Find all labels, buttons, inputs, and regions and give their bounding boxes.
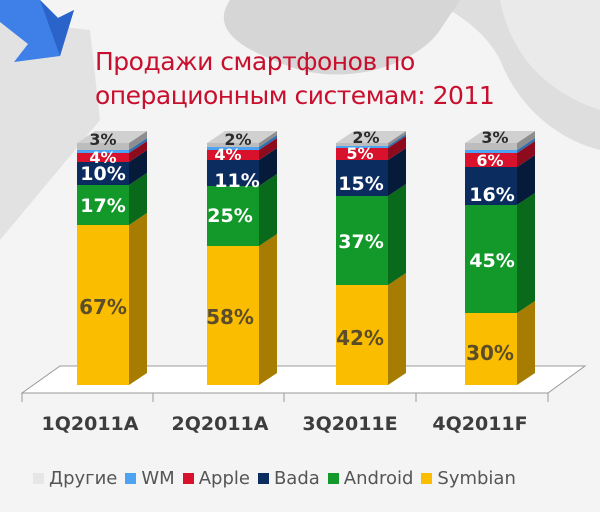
- label-q1-bada: 10%: [80, 163, 126, 185]
- label-q1-symbian: 67%: [79, 295, 127, 319]
- label-q4-android: 45%: [469, 250, 515, 272]
- label-q1-apple: 4%: [89, 148, 117, 167]
- legend-item-bada: Bada: [257, 468, 320, 489]
- chart-title-line1: Продажи смартфонов по: [95, 47, 415, 76]
- label-q1-other: 3%: [89, 130, 117, 149]
- bar-2Q2011A: [207, 131, 277, 385]
- x-tick-3Q2011E: 3Q2011E: [302, 413, 398, 435]
- label-q1-android: 17%: [80, 195, 126, 217]
- legend-label-other: Другие: [49, 468, 118, 489]
- label-q3-bada: 15%: [338, 173, 384, 195]
- label-q2-other: 2%: [224, 130, 252, 149]
- bar-1Q2011A: [77, 131, 147, 385]
- label-q3-apple: 5%: [346, 144, 374, 163]
- legend-swatch-other: [33, 473, 44, 484]
- legend-swatch-bada: [257, 473, 269, 484]
- label-q2-apple: 4%: [214, 145, 242, 164]
- legend-item-other: Другие: [33, 468, 117, 489]
- legend: Другие WM Apple Bada Android Symbian: [33, 468, 524, 489]
- bar-4Q2011F: [465, 131, 535, 385]
- label-q4-symbian: 30%: [466, 341, 514, 365]
- label-q2-symbian: 58%: [206, 305, 254, 329]
- x-tick-1Q2011A: 1Q2011A: [41, 413, 139, 435]
- legend-item-wm: WM: [125, 468, 175, 489]
- label-q3-android: 37%: [338, 231, 384, 253]
- chart-title: Продажи смартфонов по операционным систе…: [95, 45, 495, 113]
- legend-item-apple: Apple: [182, 468, 250, 489]
- legend-swatch-wm: [125, 473, 137, 484]
- label-q2-bada: 11%: [214, 170, 260, 192]
- label-q4-bada: 16%: [469, 184, 515, 206]
- label-q4-apple: 6%: [476, 151, 504, 170]
- legend-label-symbian: Symbian: [437, 468, 516, 489]
- legend-label-android: Android: [343, 468, 414, 489]
- chart-title-line2: операционным системам: 2011: [95, 81, 495, 110]
- legend-swatch-android: [327, 473, 339, 484]
- label-q4-other: 3%: [481, 128, 509, 147]
- x-tick-2Q2011A: 2Q2011A: [171, 413, 269, 435]
- x-tick-4Q2011F: 4Q2011F: [432, 413, 528, 435]
- legend-item-android: Android: [327, 468, 414, 489]
- legend-item-symbian: Symbian: [421, 468, 516, 489]
- legend-label-wm: WM: [141, 468, 175, 489]
- bar-3Q2011E: [336, 131, 406, 385]
- legend-swatch-symbian: [421, 473, 433, 484]
- legend-label-bada: Bada: [273, 468, 320, 489]
- legend-label-apple: Apple: [198, 468, 250, 489]
- label-q2-android: 25%: [207, 205, 253, 227]
- label-q3-symbian: 42%: [336, 326, 384, 350]
- label-q3-other: 2%: [352, 128, 380, 147]
- legend-swatch-apple: [182, 473, 194, 484]
